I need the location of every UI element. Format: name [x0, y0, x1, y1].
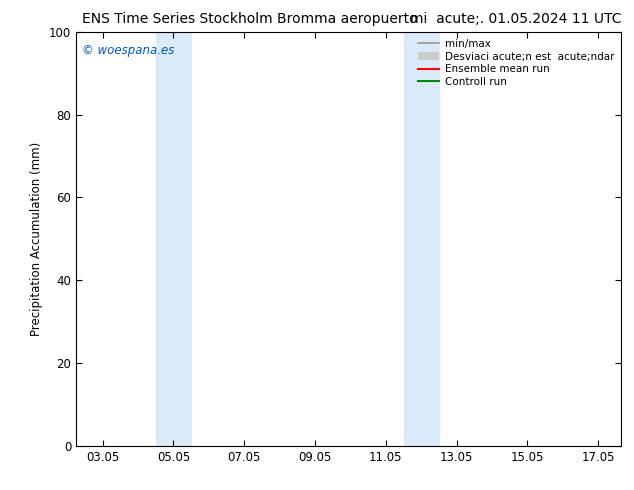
Bar [156, 32, 191, 446]
Text: ENS Time Series Stockholm Bromma aeropuerto: ENS Time Series Stockholm Bromma aeropue… [82, 12, 418, 26]
Legend: min/max, Desviaci acute;n est  acute;ndar, Ensemble mean run, Controll run: min/max, Desviaci acute;n est acute;ndar… [417, 37, 616, 89]
Y-axis label: Precipitation Accumulation (mm): Precipitation Accumulation (mm) [30, 142, 43, 336]
Text: © woespana.es: © woespana.es [82, 44, 174, 57]
Text: mi  acute;. 01.05.2024 11 UTC: mi acute;. 01.05.2024 11 UTC [410, 12, 621, 26]
Bar [404, 32, 439, 446]
